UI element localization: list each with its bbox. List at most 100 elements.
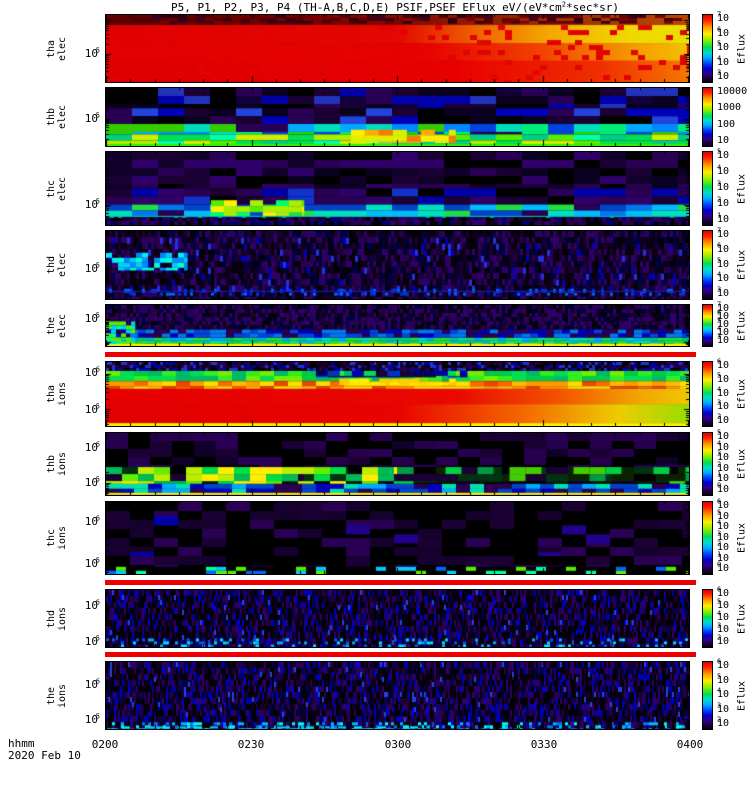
flux-tick-label: 10 1	[717, 551, 729, 564]
flux-tick-base: 10	[717, 388, 730, 399]
flux-tick-base: 10	[717, 374, 730, 385]
flux-tick-label: 10 5	[717, 372, 729, 385]
flux-tick-exponent: 6	[717, 241, 722, 250]
flux-tick-labels-thd-ions: 10 6 10 5 10 4 10 3 10 2	[717, 586, 750, 648]
energy-tick-exponent: 5	[95, 634, 100, 643]
energy-tick-base: 10	[84, 312, 98, 325]
energy-tick-labels-thd-elec: 10 5	[58, 230, 102, 300]
colorbar-thd-elec	[702, 230, 713, 300]
flux-tick-label: 10 3	[717, 702, 729, 715]
panel-ylabel-line: thc	[46, 528, 57, 548]
energy-tick-base: 10	[84, 635, 98, 648]
energy-tick-exponent: 5	[95, 111, 100, 120]
flux-tick-base: 10	[717, 704, 730, 715]
flux-tick-base: 10	[717, 442, 730, 453]
flux-tick-base: 10	[717, 244, 730, 255]
spectrogram-canvas-the-elec	[106, 305, 689, 346]
colorbar-title-wrap-the-elec: Eflux	[735, 304, 749, 347]
flux-tick-label: 10 5	[717, 509, 729, 522]
flux-tick-exponent: 6	[717, 657, 722, 666]
colorbar-tha-ions	[702, 361, 713, 427]
colorbar-title-wrap-thc-ions: Eflux	[735, 501, 749, 575]
flux-tick-base: 10	[717, 229, 730, 240]
flux-tick-label: 10 2	[717, 196, 729, 209]
energy-tick-label: 10 5	[85, 312, 100, 325]
flux-tick-label: 10 7	[717, 301, 729, 314]
colorbar-title-wrap-thb-ions: Eflux	[735, 432, 749, 496]
flux-tick-label: 10 6	[717, 241, 729, 255]
flux-tick-base: 10	[717, 13, 730, 24]
energy-tick-base: 10	[84, 403, 98, 416]
flux-tick-base: 10	[717, 689, 730, 700]
spectrogram-panel-thc-elec	[105, 151, 690, 226]
colorbar-thd-ions	[702, 589, 713, 648]
x-tick-label: 0230	[237, 738, 265, 751]
flux-tick-exponent: 6	[717, 357, 722, 366]
flux-tick-label: 10 4	[717, 440, 729, 453]
flux-tick-exponent: 3	[717, 68, 722, 77]
colorbar-thb-ions	[702, 432, 713, 496]
energy-tick-exponent: 6	[95, 365, 100, 374]
flux-tick-label: 10 5	[717, 148, 729, 161]
flux-tick-base: 10	[717, 718, 730, 729]
flux-tick-base: 1000	[717, 102, 742, 113]
energy-tick-label: 10 6	[85, 441, 100, 454]
plot-title-superscript: 2	[561, 0, 566, 9]
spectrogram-canvas-thb-ions	[106, 433, 689, 495]
flux-tick-label: 10 6	[717, 498, 729, 511]
flux-tick-label: 10 4	[717, 164, 729, 177]
flux-tick-label: 10 4	[717, 610, 729, 623]
spectrogram-panel-tha-elec	[105, 14, 690, 83]
flux-tick-base: 10	[717, 624, 730, 635]
flux-tick-exponent: 3	[717, 621, 722, 630]
energy-tick-exponent: 6	[95, 598, 100, 607]
flux-tick-exponent: 5	[717, 428, 722, 437]
flux-tick-label: 10 1	[717, 212, 729, 225]
flux-tick-label: 10 1	[717, 471, 729, 484]
energy-tick-label: 10 5	[85, 634, 100, 648]
flux-tick-label: 10 4	[717, 519, 729, 532]
red-separator-bar	[105, 580, 696, 585]
colorbar-tha-elec	[702, 14, 713, 83]
flux-tick-base: 10	[717, 311, 730, 322]
flux-tick-exponent: 0	[717, 481, 722, 490]
x-tick-label: 0400	[676, 738, 704, 751]
x-tick-label: 0330	[530, 738, 558, 751]
energy-tick-label: 10 5	[85, 262, 100, 275]
spectrogram-canvas-thd-ions	[106, 590, 689, 647]
flux-tick-label: 10 3	[717, 399, 729, 412]
flux-tick-base: 100	[717, 119, 736, 130]
flux-tick-exponent: 4	[717, 385, 722, 394]
flux-tick-base: 10	[717, 182, 730, 193]
energy-tick-exponent: 6	[95, 514, 100, 523]
flux-tick-label: 10 4	[717, 385, 729, 399]
energy-tick-labels-thb-ions: 10 6 10 5	[58, 432, 102, 496]
flux-tick-label: 10 0	[717, 561, 729, 574]
flux-tick-label: 10 6	[717, 586, 729, 599]
energy-tick-base: 10	[84, 198, 98, 211]
colorbar-the-elec	[702, 304, 713, 347]
energy-tick-label: 10 5	[85, 557, 100, 570]
spectrogram-panel-thb-ions	[105, 432, 690, 496]
flux-tick-label: 10 4	[717, 325, 729, 338]
spectrogram-panel-thd-ions	[105, 589, 690, 648]
flux-tick-label: 10 6	[717, 25, 729, 39]
flux-tick-exponent: 4	[717, 686, 722, 695]
flux-tick-label: 10 5	[717, 428, 729, 442]
flux-tick-base: 10	[717, 415, 730, 426]
flux-tick-exponent: 6	[717, 25, 722, 34]
flux-tick-label: 10 6	[717, 657, 729, 671]
colorbar-thc-ions	[702, 501, 713, 575]
energy-tick-label: 10 6	[85, 598, 100, 612]
flux-tick-base: 10	[717, 150, 730, 161]
energy-tick-labels-thc-elec: 10 5	[58, 151, 102, 226]
flux-tick-base: 10	[717, 521, 730, 532]
flux-tick-exponent: 3	[717, 179, 722, 188]
colorbar-title-thd-elec: Eflux	[736, 249, 748, 281]
colorbar-title-thc-elec: Eflux	[736, 173, 748, 204]
flux-tick-base: 10	[717, 532, 730, 543]
energy-tick-label: 10 5	[85, 111, 100, 125]
colorbar-title-thc-ions: Eflux	[736, 522, 748, 554]
flux-tick-labels-the-ions: 10 6 10 5 10 4 10 3 10 2	[717, 657, 750, 730]
flux-tick-label: 10 6	[717, 309, 729, 322]
